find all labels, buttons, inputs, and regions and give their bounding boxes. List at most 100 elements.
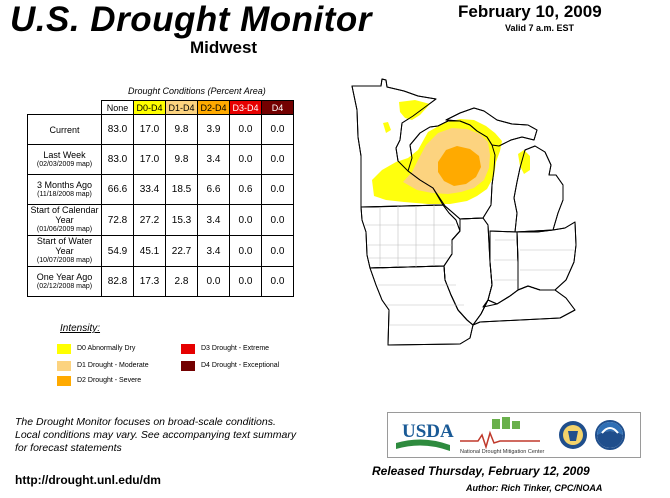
row-label-sub: (02/03/2009 map) xyxy=(36,160,93,168)
row-label-main: Last Week xyxy=(43,149,86,160)
table-cell: 3.9 xyxy=(197,114,230,145)
note-line-1: The Drought Monitor focuses on broad-sca… xyxy=(15,416,276,428)
table-cell: 3.4 xyxy=(197,144,230,175)
legend-label-d3: D3 Drought - Extreme xyxy=(201,345,270,352)
table-row: Last Week (02/03/2009 map) 83.0 17.0 9.8 3.4 0… xyxy=(27,144,294,175)
region-name: Midwest xyxy=(190,38,258,57)
table-cell: 3.4 xyxy=(197,204,230,236)
table-row: Start of Calendar Year (01/06/2009 map) 72… xyxy=(27,204,294,236)
table-cell: 0.0 xyxy=(261,174,294,205)
legend-label-d4: D4 Drought - Exceptional xyxy=(201,362,280,369)
table-cell: 17.0 xyxy=(133,144,166,175)
table-row: Current 83.0 17.0 9.8 3.9 0.0 0.0 xyxy=(27,114,294,145)
usda-logo: USDA xyxy=(396,421,454,451)
table-cell: 72.8 xyxy=(101,204,134,236)
table-cell: 18.5 xyxy=(165,174,198,205)
row-label: One Year Ago (02/12/2008 map) xyxy=(27,266,102,297)
row-label-sub: (01/06/2009 map) xyxy=(36,226,93,233)
map-title: U.S. Drought Monitor xyxy=(10,0,372,39)
table-row: 3 Months Ago (11/18/2008 map) 66.6 33.4 18.5… xyxy=(27,174,294,205)
valid-time: Valid 7 a.m. EST xyxy=(505,23,575,33)
website-link[interactable]: http://drought.unl.edu/dm xyxy=(15,473,161,487)
row-label-sub: (02/12/2008 map) xyxy=(36,282,93,290)
monitor-note: The Drought Monitor focuses on broad-sca… xyxy=(15,416,345,455)
row-label-sub: (10/07/2008 map) xyxy=(36,257,93,264)
usda-logo-text: USDA xyxy=(402,421,454,442)
noaa-logo xyxy=(595,420,625,450)
note-line-2: Local conditions may vary. See accompany… xyxy=(15,429,297,441)
table-cell: 0.0 xyxy=(261,144,294,175)
map-date: February 10, 2009 xyxy=(458,2,602,21)
table-cell: 0.0 xyxy=(229,144,262,175)
table-cell: 33.4 xyxy=(133,174,166,205)
legend-label-d0: D0 Abnormally Dry xyxy=(77,345,136,352)
table-cell: 83.0 xyxy=(101,114,134,145)
table-caption: Drought Conditions (Percent Area) xyxy=(128,86,266,96)
row-label-main: Start of Water Year xyxy=(36,236,93,256)
legend-swatch-d4 xyxy=(181,361,195,371)
table-corner xyxy=(28,101,102,115)
table-cell: 0.0 xyxy=(261,204,294,236)
note-line-3: for forecast statements xyxy=(15,442,122,454)
table-cell: 54.9 xyxy=(101,235,134,267)
state-iowa xyxy=(360,204,461,269)
commerce-seal xyxy=(559,421,587,449)
logo-box: USDA National Drought Mitigation Center xyxy=(387,412,641,458)
legend-title: Intensity: xyxy=(60,323,101,334)
row-label: Start of Calendar Year (01/06/2009 map) xyxy=(27,204,102,236)
table-cell: 66.6 xyxy=(101,174,134,205)
table-cell: 82.8 xyxy=(101,266,134,297)
midwest-drought-map xyxy=(351,78,577,346)
table-cell: 0.0 xyxy=(229,114,262,145)
table-cell: 2.8 xyxy=(165,266,198,297)
release-date: Released Thursday, February 12, 2009 xyxy=(372,464,590,478)
table-cell: 0.0 xyxy=(197,266,230,297)
table-cell: 17.0 xyxy=(133,114,166,145)
table-cell: 22.7 xyxy=(165,235,198,267)
row-label: Last Week (02/03/2009 map) xyxy=(27,144,102,175)
table-cell: 0.0 xyxy=(261,235,294,267)
table-cell: 0.0 xyxy=(261,266,294,297)
table-cell: 0.0 xyxy=(261,114,294,145)
col-header-d4: D4 xyxy=(261,100,294,115)
drought-conditions-table: None D0-D4 D1-D4 D2-D4 D3-D4 D4 Current 8… xyxy=(27,100,294,297)
ndmc-logo-text: National Drought Mitigation Center xyxy=(460,449,545,455)
row-label: Start of Water Year (10/07/2008 map) xyxy=(27,235,102,267)
col-header-d0-d4: D0-D4 xyxy=(133,100,166,115)
table-cell: 3.4 xyxy=(197,235,230,267)
partner-logos: USDA National Drought Mitigation Center xyxy=(396,417,625,455)
row-label-sub: (11/18/2008 map) xyxy=(37,190,92,198)
table-cell: 0.0 xyxy=(229,266,262,297)
table-cell: 45.1 xyxy=(133,235,166,267)
legend-label-d1: D1 Drought - Moderate xyxy=(77,362,149,369)
legend-swatch-d0 xyxy=(57,344,71,354)
drought-d2-area xyxy=(438,146,481,186)
table-cell: 15.3 xyxy=(165,204,198,236)
legend-label-d2: D2 Drought - Severe xyxy=(77,377,142,384)
table-cell: 0.6 xyxy=(229,174,262,205)
table-cell: 0.0 xyxy=(229,204,262,236)
row-label-main: 3 Months Ago xyxy=(36,179,93,190)
table-cell: 9.8 xyxy=(165,114,198,145)
legend-swatch-d3 xyxy=(181,344,195,354)
row-label-main: One Year Ago xyxy=(36,271,93,282)
row-label: Current xyxy=(27,114,102,145)
table-cell: 0.0 xyxy=(229,235,262,267)
table-cell: 83.0 xyxy=(101,144,134,175)
row-label-main: Current xyxy=(49,124,80,135)
legend-swatch-d2 xyxy=(57,376,71,386)
ndmc-logo: National Drought Mitigation Center xyxy=(460,417,545,455)
col-header-d1-d4: D1-D4 xyxy=(165,100,198,115)
table-row: One Year Ago (02/12/2008 map) 82.8 17.3 2.8 0… xyxy=(27,266,294,297)
table-cell: 27.2 xyxy=(133,204,166,236)
col-header-d2-d4: D2-D4 xyxy=(197,100,230,115)
row-label-main: Start of Calendar Year xyxy=(30,205,99,225)
col-header-d3-d4: D3-D4 xyxy=(229,100,262,115)
state-borders xyxy=(351,78,577,346)
table-cell: 9.8 xyxy=(165,144,198,175)
author-credit: Author: Rich Tinker, CPC/NOAA xyxy=(466,483,603,493)
row-label: 3 Months Ago (11/18/2008 map) xyxy=(27,174,102,205)
table-cell: 6.6 xyxy=(197,174,230,205)
legend-swatch-d1 xyxy=(57,361,71,371)
table-cell: 17.3 xyxy=(133,266,166,297)
